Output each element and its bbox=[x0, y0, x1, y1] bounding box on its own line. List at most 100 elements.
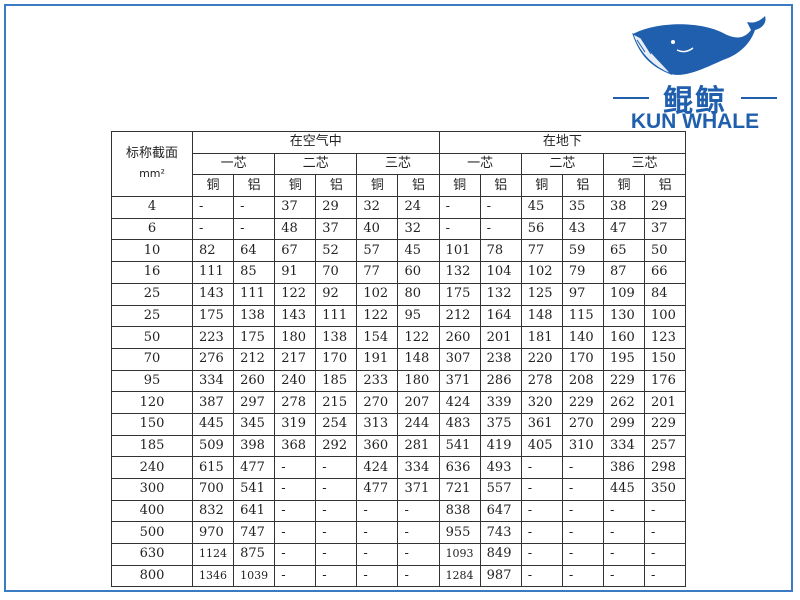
current-cell: 138 bbox=[315, 326, 358, 349]
current-cell: - bbox=[561, 521, 604, 545]
cross-section-cell: 10 bbox=[111, 239, 193, 263]
current-cell: - bbox=[233, 196, 276, 219]
current-cell: 233 bbox=[356, 369, 399, 393]
current-cell: 104 bbox=[479, 261, 522, 284]
current-cell: 180 bbox=[397, 369, 440, 393]
current-cell: 80 bbox=[397, 282, 440, 306]
current-cell: 77 bbox=[356, 261, 399, 284]
material-header: 铜 bbox=[520, 174, 563, 198]
current-cell: 40 bbox=[356, 217, 399, 241]
current-cell: 57 bbox=[356, 239, 399, 263]
current-cell: 838 bbox=[438, 499, 481, 523]
current-cell: 286 bbox=[479, 369, 522, 393]
material-header: 铝 bbox=[561, 174, 604, 198]
material-header: 铝 bbox=[397, 174, 440, 198]
table-row: 240 615 477- -424 334 636 493- -386 298 bbox=[111, 456, 687, 479]
table-row: 4- -37 29 32 24- -45 35 38 29 bbox=[111, 196, 687, 219]
current-cell: 37 bbox=[274, 196, 317, 219]
current-cell: 140 bbox=[561, 326, 604, 349]
cross-section-cell: 120 bbox=[111, 391, 193, 414]
current-cell: 67 bbox=[274, 239, 317, 263]
current-cell: - bbox=[602, 564, 646, 588]
current-cell: - bbox=[438, 217, 481, 241]
core-header: 三芯 bbox=[356, 152, 440, 176]
current-cell: 176 bbox=[644, 369, 687, 393]
current-cell: - bbox=[479, 196, 522, 219]
current-cell: 79 bbox=[561, 261, 604, 284]
current-cell: 160 bbox=[602, 326, 646, 349]
current-cell: 66 bbox=[644, 261, 687, 284]
current-cell: 700 bbox=[191, 478, 235, 501]
current-cell: 35 bbox=[561, 196, 604, 219]
current-cell: - bbox=[397, 499, 440, 523]
current-cell: - bbox=[520, 543, 563, 566]
current-cell: - bbox=[520, 521, 563, 545]
table-row: 50 223 175 180 138 154 122 260 201 181 140 160 123 bbox=[111, 326, 687, 349]
material-header: 铜 bbox=[274, 174, 317, 198]
cross-section-cell: 25 bbox=[111, 304, 193, 328]
current-cell: - bbox=[315, 543, 358, 566]
group-header-underground: 在地下 bbox=[438, 131, 687, 154]
table-row: 800 1346 1039- - - -1284 987- - - - bbox=[111, 564, 687, 588]
table-row: 150 445 345 319 254 313 244 483 375 361 270 299 229 bbox=[111, 412, 687, 436]
current-cell: - bbox=[274, 499, 317, 523]
current-cell: - bbox=[397, 543, 440, 566]
current-cell: 95 bbox=[397, 304, 440, 328]
current-cell: 175 bbox=[191, 304, 235, 328]
material-header: 铜 bbox=[356, 174, 399, 198]
current-cell: 345 bbox=[233, 412, 276, 436]
current-cell: 334 bbox=[191, 369, 235, 393]
current-cell: - bbox=[438, 196, 481, 219]
current-cell: 260 bbox=[233, 369, 276, 393]
current-cell: - bbox=[356, 543, 399, 566]
current-cell: 195 bbox=[602, 347, 646, 371]
current-cell: 641 bbox=[233, 499, 276, 523]
current-cell: 201 bbox=[479, 326, 522, 349]
cross-section-cell: 185 bbox=[111, 434, 193, 458]
current-cell: 100 bbox=[644, 304, 687, 328]
current-cell: 743 bbox=[479, 521, 522, 545]
current-cell: 615 bbox=[191, 456, 235, 479]
material-header: 铝 bbox=[644, 174, 687, 198]
current-cell: 424 bbox=[438, 391, 481, 414]
current-cell: - bbox=[274, 521, 317, 545]
current-cell: 368 bbox=[274, 434, 317, 458]
current-cell: 636 bbox=[438, 456, 481, 479]
current-cell: 109 bbox=[602, 282, 646, 306]
logo-chinese-text: 鲲鲸 bbox=[663, 84, 727, 119]
current-cell: 24 bbox=[397, 196, 440, 219]
current-cell: - bbox=[315, 521, 358, 545]
current-cell: 111 bbox=[191, 261, 235, 284]
current-cell: - bbox=[233, 217, 276, 241]
current-cell: 955 bbox=[438, 521, 481, 545]
current-cell: 87 bbox=[602, 261, 646, 284]
current-cell: 1284 bbox=[438, 564, 481, 588]
material-header: 铝 bbox=[233, 174, 276, 198]
core-header: 二芯 bbox=[274, 152, 358, 176]
current-cell: 207 bbox=[397, 391, 440, 414]
current-cell: 154 bbox=[356, 326, 399, 349]
current-cell: 212 bbox=[438, 304, 481, 328]
current-cell: 849 bbox=[479, 543, 522, 566]
current-cell: 45 bbox=[397, 239, 440, 263]
current-cell: 102 bbox=[520, 261, 563, 284]
cross-section-cell: 800 bbox=[111, 564, 193, 588]
cross-section-cell: 500 bbox=[111, 521, 193, 545]
current-cell: 350 bbox=[644, 478, 687, 501]
current-cell: 212 bbox=[233, 347, 276, 371]
cross-section-cell: 150 bbox=[111, 412, 193, 436]
header-section-label: 标称截面 bbox=[125, 146, 178, 162]
current-cell: 84 bbox=[644, 282, 687, 306]
current-cell: 557 bbox=[479, 478, 522, 501]
current-cell: 292 bbox=[315, 434, 358, 458]
table-row: 120 387 297 278 215 270 207 424 339 320 229 262 201 bbox=[111, 391, 687, 414]
current-cell: 387 bbox=[191, 391, 235, 414]
current-cell: 229 bbox=[561, 391, 604, 414]
current-cell: 47 bbox=[602, 217, 646, 241]
table-row: 400 832 641- - - -838 647- - - - bbox=[111, 499, 687, 523]
current-cell: 102 bbox=[356, 282, 399, 306]
current-cell: 339 bbox=[479, 391, 522, 414]
current-cell: 1124 bbox=[191, 543, 235, 566]
current-cell: 375 bbox=[479, 412, 522, 436]
material-header: 铜 bbox=[191, 174, 235, 198]
